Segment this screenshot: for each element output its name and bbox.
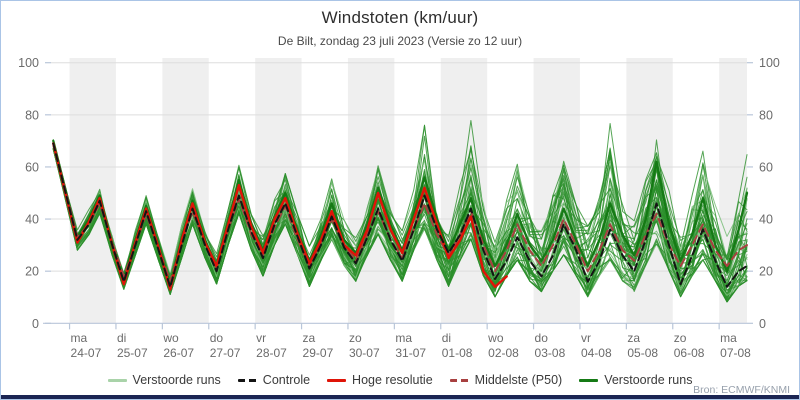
dashed-line-swatch-icon [237, 378, 257, 382]
y-tick-label-right: 20 [759, 265, 773, 279]
day-bands [69, 58, 747, 324]
x-tick-date: 24-07 [71, 346, 102, 360]
x-tick-weekday: vr [256, 331, 266, 345]
chart-legend: Verstoorde runs Controle Hoge resolutie … [1, 373, 799, 387]
x-tick-date: 06-08 [674, 346, 705, 360]
legend-item-middelste-p50: Middelste (P50) [449, 373, 563, 387]
x-tick-date: 29-07 [303, 346, 334, 360]
x-tick-date: 25-07 [117, 346, 148, 360]
x-tick-weekday: ma [720, 331, 737, 345]
legend-item-hoge-resolutie: Hoge resolutie [327, 373, 433, 387]
y-tick-label-left: 80 [25, 108, 39, 122]
bottom-accent-bar [1, 395, 799, 399]
y-tick-label-left: 0 [32, 317, 39, 331]
legend-item-controle: Controle [237, 373, 311, 387]
y-tick-label-left: 40 [25, 213, 39, 227]
x-tick-date: 05-08 [627, 346, 658, 360]
series-controle [52, 142, 748, 288]
x-tick-date: 28-07 [256, 346, 287, 360]
x-tick-date: 26-07 [163, 346, 194, 360]
y-tick-label-left: 20 [25, 265, 39, 279]
x-tick-weekday: zo [349, 331, 362, 345]
line-swatch-icon [327, 378, 347, 382]
x-tick-date: 31-07 [395, 346, 426, 360]
x-tick-weekday: za [627, 331, 640, 345]
legend-item-verstoorde-runs-light: Verstoorde runs [107, 373, 221, 387]
x-tick-weekday: zo [674, 331, 687, 345]
line-swatch-icon [107, 378, 127, 382]
x-tick-weekday: ma [395, 331, 412, 345]
chart-title: Windstoten (km/uur) [321, 8, 479, 27]
y-tick-label-right: 60 [759, 160, 773, 174]
x-tick-date: 07-08 [720, 346, 751, 360]
x-tick-weekday: wo [487, 331, 504, 345]
x-tick-date: 30-07 [349, 346, 380, 360]
x-tick-date: 04-08 [581, 346, 612, 360]
chart-subtitle: De Bilt, zondag 23 juli 2023 (Versie zo … [277, 34, 523, 48]
x-tick-weekday: di [442, 331, 451, 345]
line-swatch-icon [579, 378, 599, 382]
legend-label: Verstoorde runs [604, 373, 693, 387]
legend-item-verstoorde-runs-dark: Verstoorde runs [579, 373, 692, 387]
x-tick-weekday: vr [581, 331, 591, 345]
legend-label: Verstoorde runs [132, 373, 221, 387]
y-tick-label-right: 40 [759, 213, 773, 227]
y-tick-label-right: 100 [759, 56, 780, 70]
x-tick-weekday: di [117, 331, 126, 345]
x-tick-date: 03-08 [535, 346, 566, 360]
legend-label: Hoge resolutie [352, 373, 433, 387]
x-tick-date: 02-08 [488, 346, 519, 360]
y-tick-label-right: 0 [759, 317, 766, 331]
y-tick-label-right: 80 [759, 108, 773, 122]
x-tick-weekday: do [210, 331, 224, 345]
x-tick-weekday: ma [71, 331, 88, 345]
x-tick-date: 27-07 [210, 346, 241, 360]
y-tick-label-left: 100 [18, 56, 39, 70]
x-tick-weekday: do [535, 331, 549, 345]
legend-label: Middelste (P50) [474, 373, 563, 387]
source-credit: Bron: ECMWF/KNMI [693, 384, 790, 396]
x-tick-weekday: wo [162, 331, 179, 345]
y-tick-label-left: 60 [25, 160, 39, 174]
dashed-line-swatch-icon [449, 378, 469, 382]
x-tick-date: 01-08 [442, 346, 473, 360]
legend-label: Controle [262, 373, 311, 387]
x-tick-weekday: za [303, 331, 316, 345]
axes [43, 62, 753, 330]
